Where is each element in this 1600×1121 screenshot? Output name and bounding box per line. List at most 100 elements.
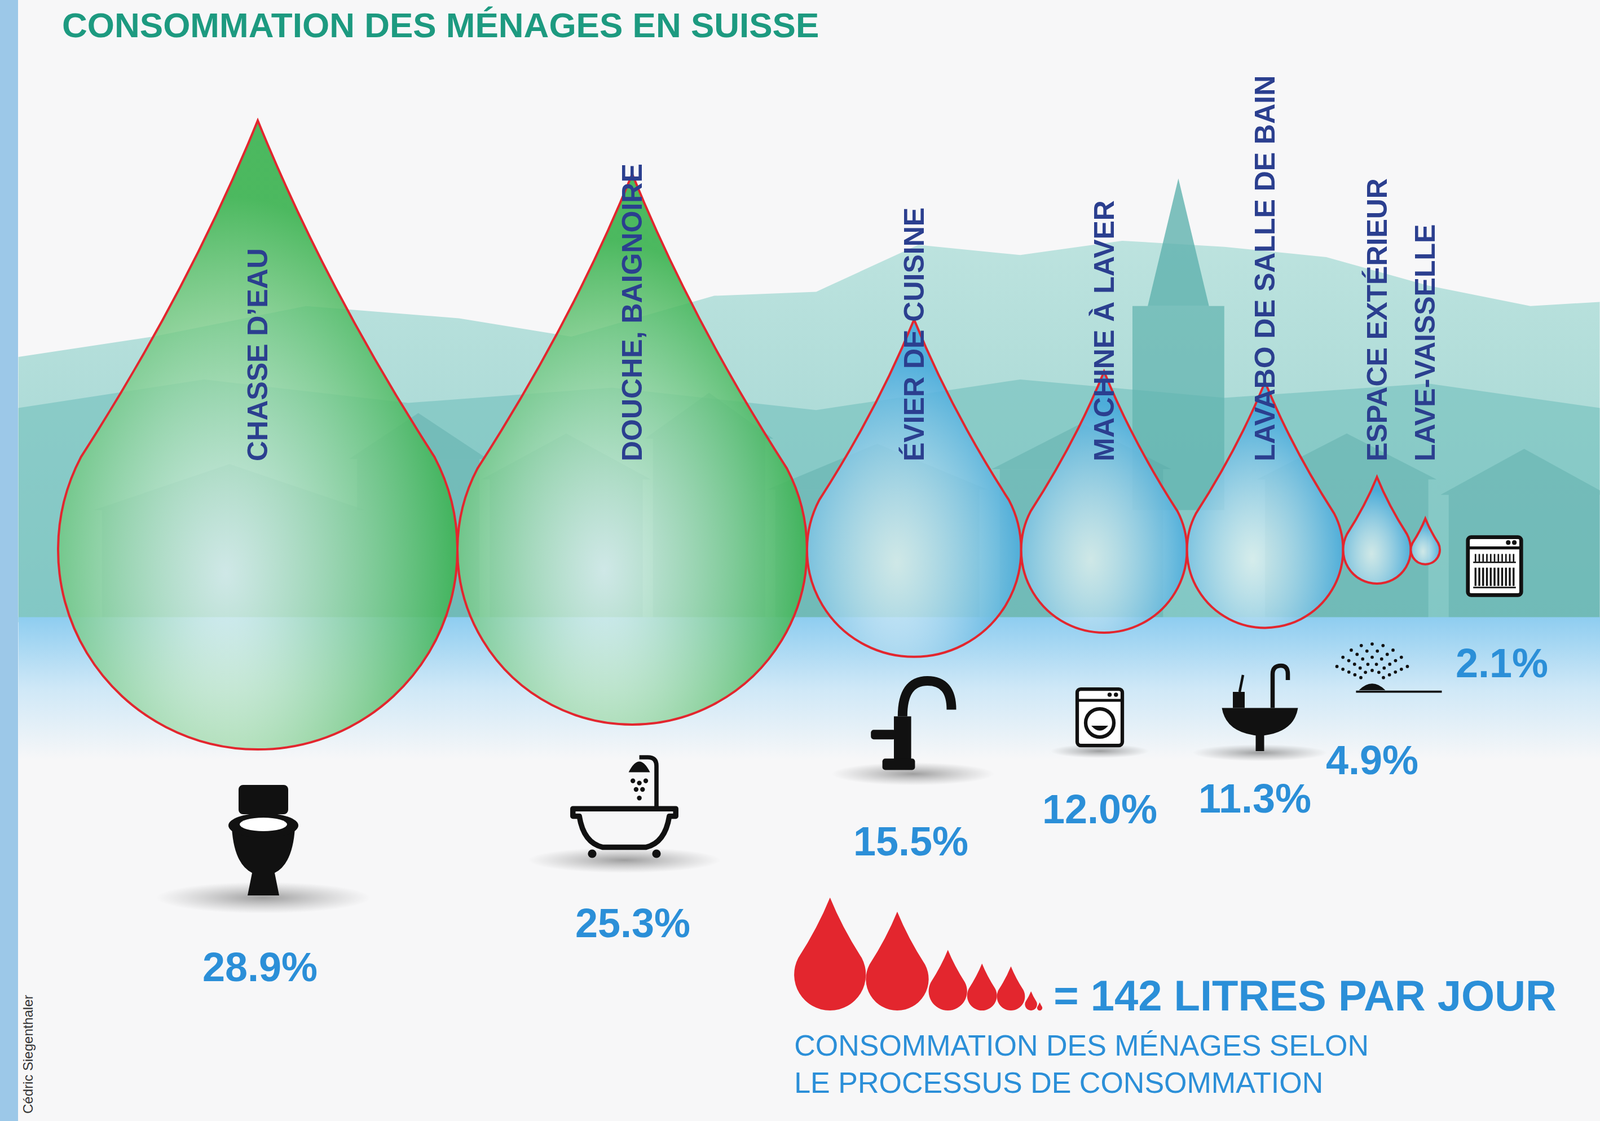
legend-drop [1037, 1002, 1043, 1011]
legend-drop [928, 950, 968, 1011]
shape [630, 778, 636, 784]
shape [1091, 725, 1109, 731]
shape [636, 780, 642, 786]
shape [1478, 567, 1480, 586]
shape [1355, 690, 1442, 694]
drop [1411, 518, 1440, 565]
shape [1107, 692, 1113, 698]
category-label: ÉVIER DE CUISINE [898, 207, 930, 462]
shape [1341, 655, 1345, 660]
shape [633, 787, 639, 792]
spire [1147, 178, 1210, 307]
title: CONSOMMATION DES MÉNAGES EN SUISSE [62, 5, 819, 45]
shape [1497, 567, 1500, 586]
shape [1501, 567, 1503, 586]
shape [1365, 649, 1369, 654]
category-label: CHASSE D’EAU [241, 248, 274, 462]
category-label: ESPACE EXTÉRIEUR [1361, 178, 1394, 462]
icon [1192, 666, 1328, 762]
shape [1468, 546, 1522, 550]
shape [1482, 553, 1484, 562]
shape [1239, 675, 1244, 692]
shape [1341, 667, 1345, 672]
shape [1497, 553, 1500, 562]
shape [587, 849, 597, 858]
shape [1508, 567, 1511, 586]
value-label: 2.1% [1455, 640, 1549, 686]
shape [1393, 670, 1397, 674]
shape [902, 681, 952, 717]
shape [651, 849, 661, 858]
shape [1478, 553, 1481, 562]
shape [228, 813, 299, 839]
shape [1501, 553, 1503, 562]
icons [156, 537, 1522, 914]
shape [1387, 662, 1392, 667]
shape [1363, 671, 1368, 675]
shape [1232, 691, 1245, 709]
shape [1505, 553, 1507, 562]
shadow [527, 847, 721, 874]
shape [1490, 567, 1492, 586]
legend-drop [1024, 991, 1038, 1011]
shape [1347, 670, 1351, 674]
value-label: 28.9% [202, 944, 318, 990]
shape [1486, 553, 1488, 562]
shape [1381, 644, 1385, 648]
background [0, 0, 1600, 1121]
shape [1375, 649, 1379, 654]
shape [1405, 664, 1410, 669]
legend-drop [794, 897, 866, 1011]
shape [1335, 664, 1339, 669]
credit: Cédric Siegenthaler [20, 994, 36, 1114]
shape [1359, 644, 1364, 648]
shape [1486, 567, 1488, 586]
shape [1385, 653, 1390, 657]
shape [1391, 648, 1395, 652]
drop [58, 120, 458, 750]
icon [1468, 537, 1522, 596]
shape [1380, 657, 1384, 661]
value-label: 15.5% [853, 818, 969, 865]
caption: CONSOMMATION DES MÉNAGES SELON [794, 1029, 1369, 1062]
shape [643, 778, 649, 784]
shape [1370, 668, 1374, 673]
category-label: DOUCHE, BAIGNOIRE [616, 163, 649, 462]
shape [1347, 659, 1351, 663]
shape [1374, 662, 1379, 667]
category-label: LAVABO DE SALLE DE BAIN [1249, 75, 1281, 462]
shape [1113, 692, 1119, 698]
category-label: MACHINE À LAVER [1088, 200, 1121, 462]
shape [1085, 708, 1114, 738]
shape [1360, 657, 1365, 661]
shape [870, 729, 896, 740]
shape [1077, 699, 1123, 703]
shape [1493, 567, 1496, 586]
house [1448, 494, 1600, 623]
shape [1255, 734, 1265, 752]
shape [628, 761, 651, 773]
category-labels: CHASSE D’EAU DOUCHE, BAIGNOIRE ÉVIER DE CU… [241, 75, 1441, 462]
shape [1474, 567, 1477, 586]
shape [1505, 567, 1507, 586]
shape [1370, 642, 1374, 646]
value-label: 4.9% [1325, 737, 1419, 783]
shape [572, 808, 676, 848]
shape [1366, 662, 1370, 667]
shape [1377, 671, 1381, 675]
shape [1512, 553, 1515, 562]
drop [1343, 477, 1412, 584]
legend-drop [997, 966, 1026, 1011]
shape [1505, 540, 1511, 545]
shape [882, 758, 916, 770]
roof [1440, 448, 1600, 495]
shape [1359, 683, 1386, 691]
shape [1482, 567, 1484, 586]
shape [1382, 666, 1386, 671]
chart: CONSOMMATION DES MÉNAGES EN SUISSE CHASSE… [0, 0, 1600, 1121]
value-label: 25.3% [575, 900, 691, 946]
shape [1359, 676, 1363, 680]
shape [1381, 676, 1386, 680]
shape [1493, 553, 1496, 562]
drops [58, 120, 1440, 750]
